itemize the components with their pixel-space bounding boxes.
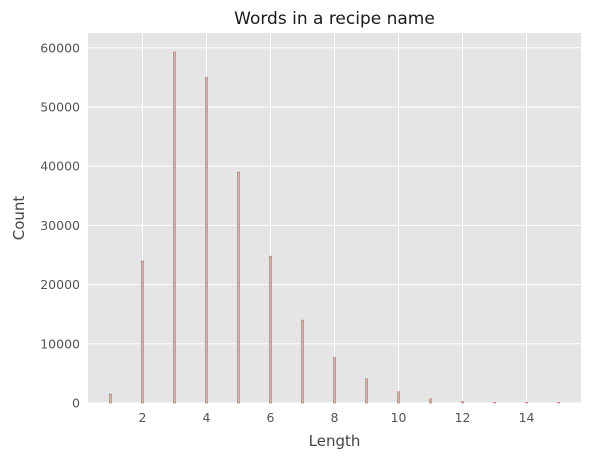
x-tick-label: 2 [138, 410, 146, 425]
bars [109, 51, 560, 404]
histogram-bar [237, 171, 240, 404]
x-tick-label: 8 [331, 410, 339, 425]
y-axis-label: Count [10, 196, 28, 241]
histogram-bar [269, 255, 272, 404]
histogram-bar [173, 51, 176, 404]
y-tick-label: 50000 [40, 100, 80, 115]
x-tick-label: 12 [455, 410, 471, 425]
histogram-bar [365, 378, 368, 404]
chart-title: Words in a recipe name [234, 9, 435, 29]
y-tick-label: 10000 [40, 336, 80, 351]
histogram-bar [109, 393, 112, 404]
x-tick-label: 4 [202, 410, 210, 425]
y-tick-label: 60000 [40, 40, 80, 55]
x-tick-label: 6 [266, 410, 274, 425]
y-tick-label: 30000 [40, 218, 80, 233]
y-tick-label: 20000 [40, 277, 80, 292]
histogram-bar [333, 357, 336, 404]
x-axis-label: Length [309, 432, 361, 450]
histogram-bar [461, 401, 464, 404]
y-tick-label: 0 [72, 396, 80, 411]
histogram-bar [557, 402, 560, 404]
x-tick-label: 14 [519, 410, 535, 425]
tick-labels: 0 10000 20000 30000 40000 50000 60000 2 4 6 8 10 12 1… [40, 40, 534, 425]
x-tick-label: 10 [391, 410, 407, 425]
y-tick-label: 40000 [40, 159, 80, 174]
histogram-bar [429, 398, 432, 404]
histogram-bar [493, 402, 496, 404]
histogram-bar [205, 77, 208, 404]
histogram-bar [141, 260, 144, 404]
histogram-bar [525, 402, 528, 404]
histogram-bar [397, 391, 400, 404]
histogram-bar [301, 319, 304, 404]
